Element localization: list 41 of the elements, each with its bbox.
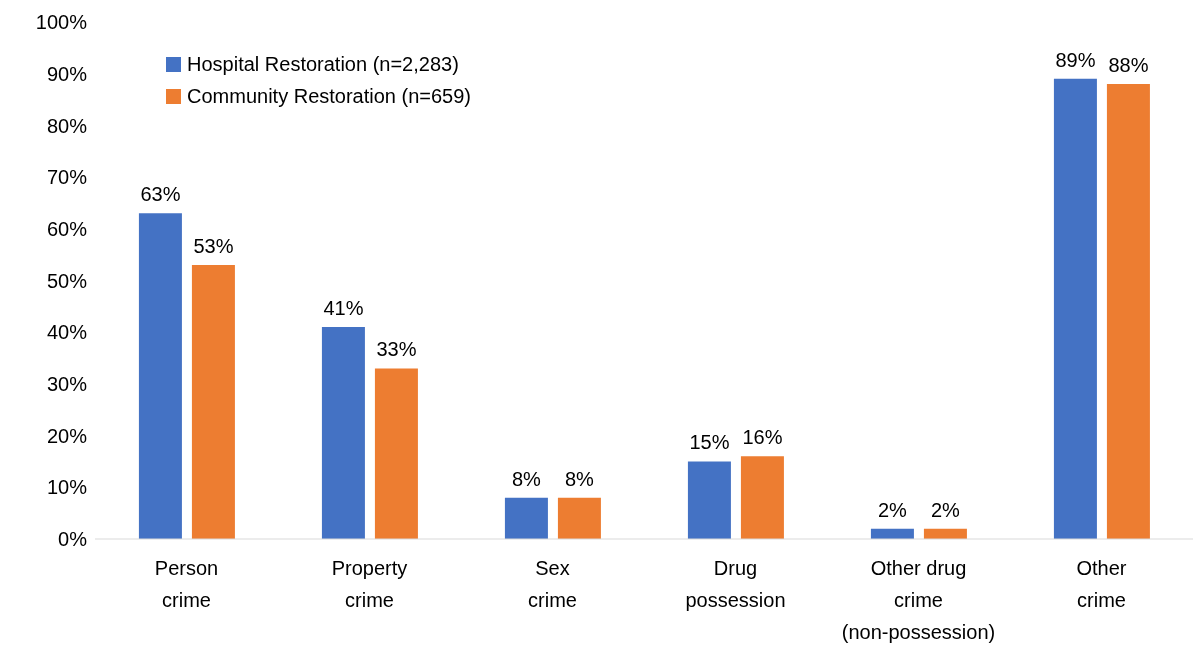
data-label: 8% — [564, 467, 595, 490]
bar — [557, 497, 601, 539]
bar — [687, 461, 731, 539]
x-tick-label: Drug possession — [685, 557, 786, 611]
x-tick-label: Other drug crime (non-possession) — [841, 557, 996, 643]
data-label: 2% — [877, 498, 908, 521]
data-label: 33% — [376, 338, 417, 361]
x-tick-label: Other crime — [1076, 557, 1127, 611]
data-label: 16% — [742, 426, 783, 449]
bar — [138, 213, 182, 539]
bar — [1106, 84, 1150, 539]
bar — [740, 456, 784, 539]
y-tick-label: 40% — [46, 321, 88, 344]
data-label: 15% — [689, 431, 730, 454]
legend-label: Hospital Restoration (n=2,283) — [187, 52, 459, 77]
y-tick-label: 50% — [46, 269, 88, 292]
data-label: 88% — [1108, 54, 1149, 77]
data-label: 89% — [1055, 48, 1096, 71]
bar — [1053, 78, 1097, 539]
y-tick-label: 60% — [46, 217, 88, 240]
bar — [191, 264, 235, 539]
bar — [504, 497, 548, 539]
data-label: 53% — [193, 234, 234, 257]
legend-label: Community Restoration (n=659) — [187, 84, 472, 109]
x-tick-label: Property crime — [331, 557, 408, 611]
bar — [321, 327, 365, 539]
x-tick-label: Sex crime — [528, 557, 577, 611]
y-tick-label: 10% — [46, 476, 88, 499]
y-tick-label: 30% — [46, 373, 88, 395]
data-label: 8% — [511, 467, 542, 490]
y-tick-label: 80% — [46, 114, 88, 137]
bar — [374, 368, 418, 539]
data-label: 41% — [323, 297, 364, 320]
data-label: 2% — [930, 498, 961, 521]
y-tick-label: 0% — [58, 528, 88, 551]
x-tick-label: Person crime — [154, 557, 219, 611]
data-label: 63% — [140, 183, 181, 206]
y-tick-label: 100% — [35, 11, 88, 34]
y-tick-label: 90% — [46, 62, 88, 85]
y-tick-label: 20% — [46, 424, 88, 447]
y-tick-label: 70% — [46, 166, 88, 189]
